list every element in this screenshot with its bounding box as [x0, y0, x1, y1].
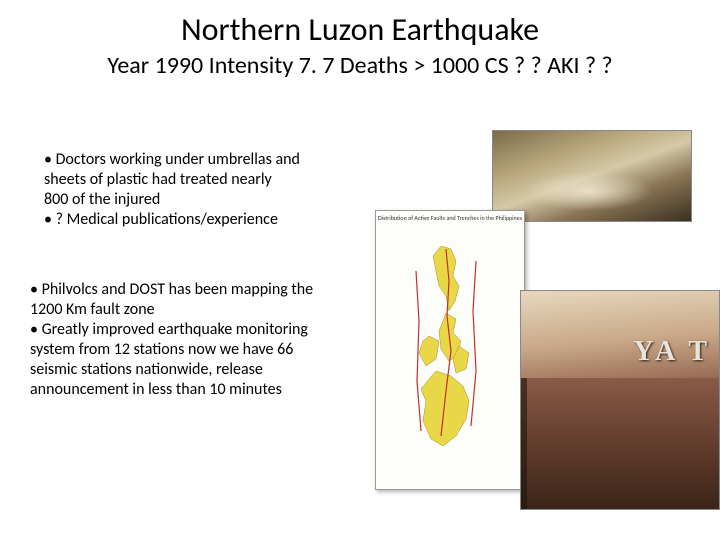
- bullet-text: seismic stations nationwide, release: [30, 360, 375, 380]
- bullet-block-2: • Philvolcs and DOST has been mapping th…: [30, 280, 375, 400]
- philippines-fault-map: Distribution of Active Faults and Trench…: [375, 210, 525, 490]
- bullet-block-1: • Doctors working under umbrellas and sh…: [44, 150, 364, 230]
- photo-hyatt-building: YA T: [520, 290, 720, 510]
- slide-title: Northern Luzon Earthquake: [0, 10, 720, 49]
- hyatt-sign-text: YA T: [634, 336, 712, 368]
- map-title: Distribution of Active Faults and Trench…: [376, 214, 524, 222]
- bullet-text: • Greatly improved earthquake monitoring: [30, 320, 375, 340]
- bullet-text: 1200 Km fault zone: [30, 300, 375, 320]
- bullet-text: • Philvolcs and DOST has been mapping th…: [30, 280, 375, 300]
- bullet-text: system from 12 stations now we have 66: [30, 340, 375, 360]
- bullet-text: • Doctors working under umbrellas and: [44, 150, 364, 170]
- bullet-text: • ? Medical publications/experience: [44, 210, 364, 230]
- bullet-text: announcement in less than 10 minutes: [30, 380, 375, 400]
- slide-subtitle: Year 1990 Intensity 7. 7 Deaths > 1000 C…: [0, 51, 720, 80]
- bullet-text: sheets of plastic had treated nearly: [44, 170, 364, 190]
- building-rubble-icon: [521, 378, 719, 509]
- philippines-shape-icon: [411, 241, 486, 461]
- bullet-text: 800 of the injured: [44, 190, 364, 210]
- photo-aftermath: [492, 130, 692, 222]
